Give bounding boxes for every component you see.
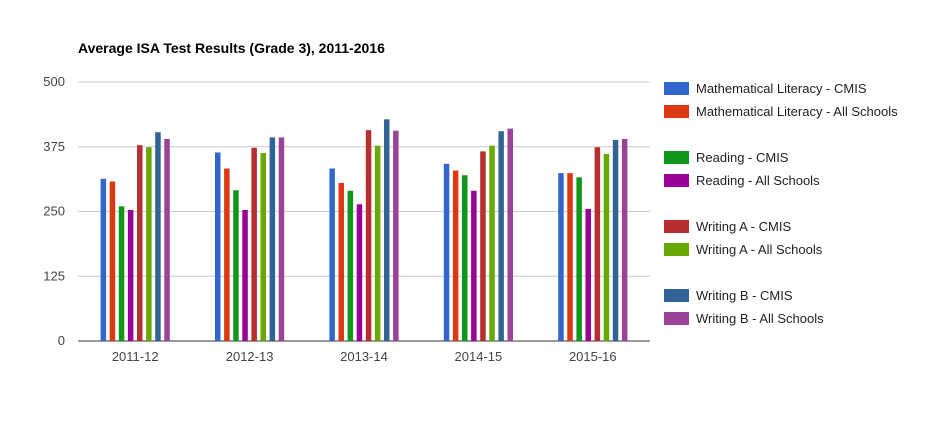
bar <box>567 173 573 341</box>
bar <box>100 178 107 341</box>
bar <box>233 190 239 341</box>
x-tick-label: 2014-15 <box>455 349 503 364</box>
bar <box>603 154 610 341</box>
bar <box>374 145 381 341</box>
bars <box>100 119 628 342</box>
bar <box>338 183 344 341</box>
bar <box>269 137 276 341</box>
bar <box>118 206 125 341</box>
bar <box>507 128 513 341</box>
bar <box>452 170 459 341</box>
legend-entry: Writing A - CMIS <box>696 219 791 234</box>
x-tick-label: 2012-13 <box>226 349 274 364</box>
bar <box>127 209 134 341</box>
x-axis-ticks: 2011-12 2012-13 2013-14 2014-15 2015-16 <box>112 349 617 364</box>
legend-swatch <box>664 105 689 118</box>
bar <box>498 131 504 341</box>
bar <box>576 177 582 341</box>
bar <box>393 130 399 341</box>
bar <box>471 190 477 341</box>
bar <box>347 190 354 341</box>
legend-swatch <box>664 220 689 233</box>
bar <box>224 168 230 341</box>
bar <box>443 163 450 341</box>
bar <box>621 138 628 341</box>
x-tick-label: 2013-14 <box>340 349 388 364</box>
legend-swatch <box>664 289 689 302</box>
bar <box>137 145 143 341</box>
bar <box>329 168 335 341</box>
x-tick-label: 2015-16 <box>569 349 617 364</box>
bar <box>251 147 257 341</box>
legend-swatch <box>664 174 689 187</box>
bar <box>278 137 285 341</box>
bar <box>146 147 152 341</box>
bar <box>155 132 161 341</box>
bar <box>242 209 248 341</box>
y-tick-label: 375 <box>43 139 65 154</box>
bar <box>109 181 116 341</box>
chart-title: Average ISA Test Results (Grade 3), 2011… <box>78 40 385 56</box>
y-tick-label: 125 <box>43 268 65 283</box>
bar <box>480 151 486 341</box>
y-tick-label: 500 <box>43 74 65 89</box>
legend-entry: Writing B - All Schools <box>696 311 824 326</box>
grid <box>78 81 650 342</box>
legend-swatch <box>664 312 689 325</box>
legend-swatch <box>664 151 689 164</box>
bar <box>215 152 221 341</box>
legend-entry: Writing A - All Schools <box>696 242 823 257</box>
bar <box>594 147 601 341</box>
bar <box>365 130 372 341</box>
legend-entry: Mathematical Literacy - All Schools <box>696 104 898 119</box>
legend-entry: Reading - CMIS <box>696 150 789 165</box>
bar <box>489 145 495 341</box>
bar <box>612 140 619 341</box>
legend: Mathematical Literacy - CMIS Mathematical… <box>664 81 898 326</box>
legend-entry: Mathematical Literacy - CMIS <box>696 81 867 96</box>
x-tick-label: 2011-12 <box>112 349 159 364</box>
bar <box>260 152 266 341</box>
y-axis-ticks: 0 125 250 375 500 <box>43 74 65 348</box>
bar <box>585 208 591 341</box>
bar <box>384 119 390 342</box>
y-tick-label: 0 <box>58 333 65 348</box>
bar <box>164 138 170 341</box>
legend-swatch <box>664 82 689 95</box>
bar <box>558 173 564 341</box>
y-tick-label: 250 <box>43 204 65 219</box>
legend-swatch <box>664 243 689 256</box>
bar <box>356 204 363 341</box>
legend-entry: Writing B - CMIS <box>696 288 793 303</box>
bar <box>462 175 468 341</box>
legend-entry: Reading - All Schools <box>696 173 820 188</box>
